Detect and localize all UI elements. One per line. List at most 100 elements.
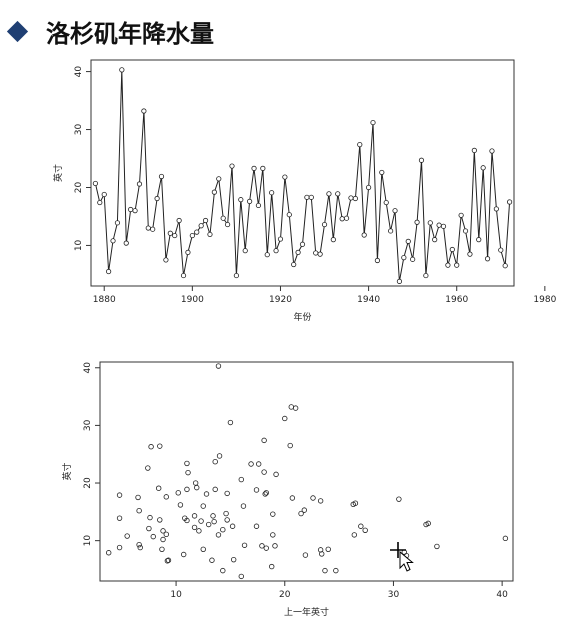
line-point — [330, 237, 336, 243]
line-point — [255, 202, 262, 209]
scatter-point — [198, 518, 204, 524]
scatter-point — [205, 521, 212, 528]
line-point — [454, 262, 460, 268]
scatter-point — [238, 476, 244, 483]
scatter-point — [269, 563, 275, 570]
scatter-point — [263, 545, 269, 551]
line-point — [343, 215, 350, 221]
line-point — [427, 220, 433, 226]
x-tick-label-2-0: 10 — [170, 590, 182, 600]
line-point — [163, 257, 169, 263]
scatter-point — [423, 521, 429, 528]
line-point — [233, 272, 240, 279]
scatter-point — [253, 523, 260, 529]
line-point — [260, 165, 266, 171]
line-point — [128, 206, 134, 213]
line-point — [339, 216, 345, 222]
line-point — [321, 221, 328, 228]
scatter-point — [159, 546, 165, 553]
scatter-point — [163, 494, 169, 500]
line-point — [242, 248, 248, 254]
scatter-point — [261, 469, 267, 475]
scatter-point — [184, 486, 190, 493]
scatter-point — [224, 490, 230, 497]
scatter-point — [262, 491, 268, 497]
line-point — [264, 252, 270, 258]
scatter-point — [157, 517, 163, 523]
line-point — [150, 226, 156, 232]
line-point — [440, 223, 447, 229]
scatter-point — [116, 515, 123, 521]
scatter-point — [212, 459, 218, 465]
line-point — [202, 217, 209, 224]
line-point — [392, 208, 398, 214]
line-point — [172, 232, 178, 239]
line-point — [352, 195, 358, 202]
x-tick-label-1-1: 1900 — [181, 295, 204, 305]
scatter-point — [200, 546, 206, 553]
scatter-point — [184, 517, 190, 524]
line-point — [383, 199, 389, 206]
x-tick-label-1-4: 1960 — [445, 295, 468, 305]
line-point — [158, 173, 165, 180]
scatter-point — [351, 532, 358, 538]
scatter-point — [396, 496, 402, 502]
line-point — [484, 256, 491, 262]
scatter-point — [333, 567, 339, 574]
scatter-point — [203, 491, 210, 497]
line-point — [313, 250, 319, 256]
line-point — [326, 191, 332, 197]
scatter-point — [287, 442, 293, 449]
scatter-point — [157, 443, 163, 449]
scatter-point — [177, 502, 184, 508]
scatter-point — [215, 532, 222, 538]
y-axis-title-2: 英寸 — [61, 462, 73, 480]
line-point — [467, 251, 473, 257]
scatter-point — [288, 404, 294, 410]
line-point — [277, 236, 284, 242]
y-axis-title-1: 英寸 — [52, 164, 64, 182]
scatter-point — [282, 415, 288, 422]
line-point — [247, 198, 253, 204]
line-point — [357, 142, 363, 148]
scatter-point — [124, 533, 130, 539]
x-tick-label-2-2: 30 — [388, 590, 400, 600]
scatter-point — [319, 551, 325, 557]
scatter-point — [196, 528, 202, 534]
line-point — [167, 230, 173, 236]
line-point — [176, 217, 182, 224]
scatter-point — [273, 471, 279, 478]
y-tick-label-2-1: 20 — [83, 477, 93, 489]
line-point — [269, 190, 275, 196]
line-point — [194, 229, 200, 235]
x-axis-title-2: 上一年英寸 — [284, 606, 329, 618]
scatter-point — [105, 550, 112, 556]
scatter-point — [263, 490, 269, 496]
line-point — [92, 180, 99, 187]
line-point — [506, 199, 513, 205]
line-point — [295, 249, 301, 255]
scatter-point — [292, 405, 299, 411]
scatter-point — [289, 495, 296, 501]
scatter-point — [240, 503, 247, 509]
scatter-point — [150, 533, 156, 540]
scatter-point — [358, 523, 364, 529]
scatter-point — [137, 544, 143, 551]
scatter-point — [229, 523, 236, 529]
line-point — [396, 278, 403, 284]
line-point — [414, 219, 420, 225]
scatter-point — [185, 469, 191, 476]
line-point — [361, 232, 367, 238]
scatter-point — [352, 500, 359, 506]
move-cursor-icon — [390, 542, 406, 558]
scatter-point — [301, 507, 308, 513]
line-point — [405, 238, 411, 244]
scatter-point — [325, 546, 331, 553]
line-point — [410, 256, 416, 262]
scatter-point — [163, 531, 169, 538]
line-point — [436, 222, 442, 228]
scatter-point — [317, 498, 324, 504]
line-point — [198, 223, 204, 229]
y-tick-label-1-2: 30 — [74, 124, 84, 136]
scatter-point — [238, 573, 244, 580]
